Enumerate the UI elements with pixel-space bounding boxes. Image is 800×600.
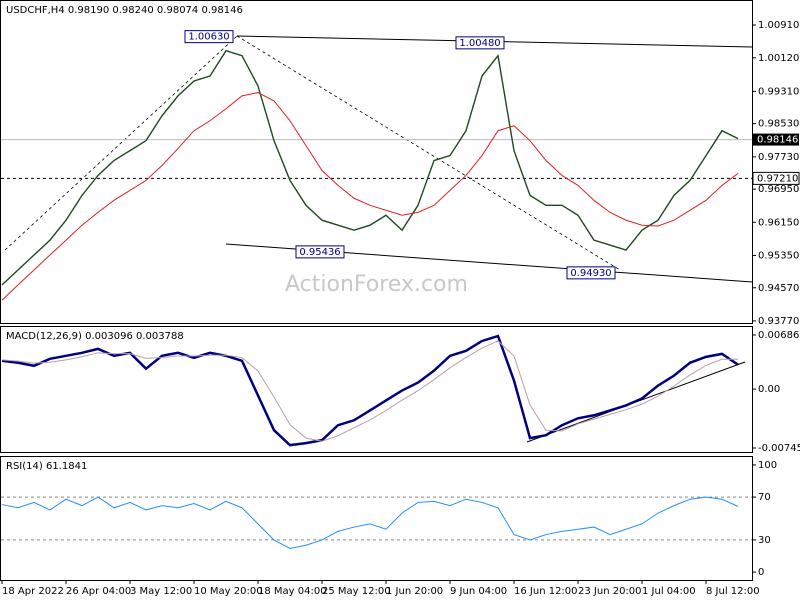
watermark: ActionForex.com: [285, 272, 468, 297]
y-tick-label: 0: [758, 567, 764, 578]
y-tick-label: 30: [758, 535, 771, 546]
x-tick-label: 23 Jun 20:00: [578, 586, 642, 597]
x-tick-label: 3 May 12:00: [130, 586, 192, 597]
annotation-label: 1.00630: [188, 32, 229, 43]
level-label-box: [752, 171, 800, 185]
series-line: [1, 340, 739, 442]
y-tick-label: -0.007454: [758, 443, 800, 454]
x-tick-label: 18 Apr 2022: [2, 586, 64, 597]
annotation-box: [184, 30, 234, 44]
series-line: [1, 334, 739, 447]
y-tick-label: 0.95350: [758, 250, 799, 261]
series-line: [1, 49, 739, 286]
annotation-label: 0.95436: [299, 247, 340, 258]
x-tick-label: 10 May 20:00: [194, 586, 263, 597]
last-price-label: 0.98146: [757, 135, 798, 146]
annotation-label: 0.94930: [570, 268, 611, 279]
series-line: [1, 496, 739, 550]
level-label: 0.97210: [757, 173, 798, 184]
x-tick-label: 25 May 12:00: [322, 586, 391, 597]
y-tick-label: 0.96150: [758, 217, 799, 228]
y-tick-label: 0.006861: [758, 330, 800, 341]
y-tick-label: 0.00: [758, 384, 780, 395]
y-tick-label: 1.00910: [758, 20, 799, 31]
x-tick-label: 18 May 04:00: [258, 586, 327, 597]
y-tick-label: 0.99310: [758, 86, 799, 97]
macd-panel: [0, 326, 753, 453]
y-tick-label: 70: [758, 492, 771, 503]
annotation-box: [566, 266, 616, 280]
series-line: [1, 92, 739, 301]
indicator-title: RSI(14) 61.1841: [6, 461, 87, 472]
price-panel: [0, 0, 753, 324]
x-tick-label: 1 Jun 20:00: [386, 586, 443, 597]
annotation-label: 1.00480: [459, 38, 500, 49]
chart-title: USDCHF,H4 0.98190 0.98240 0.98074 0.9814…: [6, 5, 243, 16]
annotation-box: [295, 245, 345, 259]
x-tick-label: 26 Apr 04:00: [66, 586, 131, 597]
annotation-box: [455, 36, 505, 50]
x-tick-label: 1 Jul 04:00: [642, 586, 696, 597]
rsi-panel: [0, 456, 753, 581]
x-tick-label: 8 Jul 12:00: [706, 586, 760, 597]
y-tick-label: 0.97730: [758, 152, 799, 163]
trend-line: [236, 35, 621, 271]
y-tick-label: 0.98530: [758, 119, 799, 130]
x-tick-label: 16 Jun 12:00: [514, 586, 578, 597]
x-tick-label: 9 Jun 04:00: [450, 586, 507, 597]
y-tick-label: 0.96950: [758, 184, 799, 195]
y-tick-label: 0.93770: [758, 316, 799, 327]
trend-line: [4, 35, 238, 251]
indicator-title: MACD(12,26,9) 0.003096 0.003788: [6, 331, 184, 342]
last-price-box: [753, 133, 799, 146]
y-tick-label: 1.00120: [758, 53, 799, 64]
y-tick-label: 100: [758, 460, 777, 471]
y-tick-label: 0.94570: [758, 283, 799, 294]
